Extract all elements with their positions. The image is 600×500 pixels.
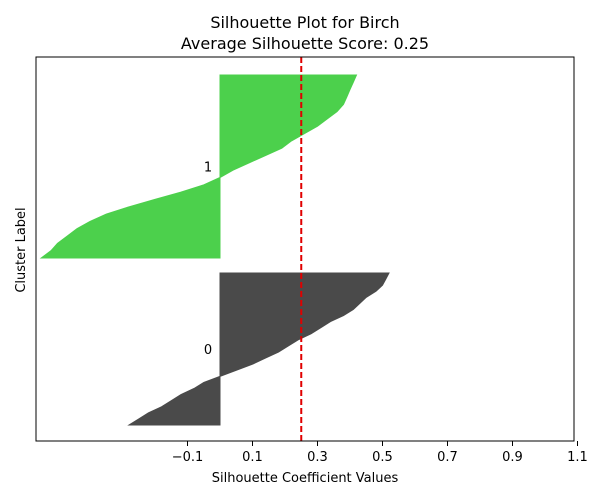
x-tick-label: 0.7 <box>437 450 458 465</box>
plot-frame <box>35 56 575 442</box>
x-tick-label: −0.1 <box>172 450 204 465</box>
x-axis-label: Silhouette Coefficient Values <box>212 471 399 486</box>
cluster-label-0: 0 <box>204 343 212 358</box>
y-axis-label: Cluster Label <box>14 207 29 292</box>
cluster-labels: 01 <box>204 161 212 359</box>
silhouette-area-cluster-1 <box>39 74 358 259</box>
x-tick-label: 1.1 <box>567 450 588 465</box>
chart-title: Silhouette Plot for Birch <box>210 13 399 32</box>
cluster-label-1: 1 <box>204 161 212 176</box>
plot-area <box>39 74 390 426</box>
silhouette-area-cluster-0 <box>127 272 390 426</box>
x-axis-ticks: −0.1 0.1 0.3 0.5 0.7 0.9 1.1 <box>172 441 588 465</box>
x-tick-label: 0.9 <box>502 450 523 465</box>
chart-subtitle: Average Silhouette Score: 0.25 <box>181 34 429 53</box>
x-tick-label: 0.3 <box>307 450 328 465</box>
x-tick-label: 0.1 <box>242 450 263 465</box>
x-tick-label: 0.5 <box>372 450 393 465</box>
